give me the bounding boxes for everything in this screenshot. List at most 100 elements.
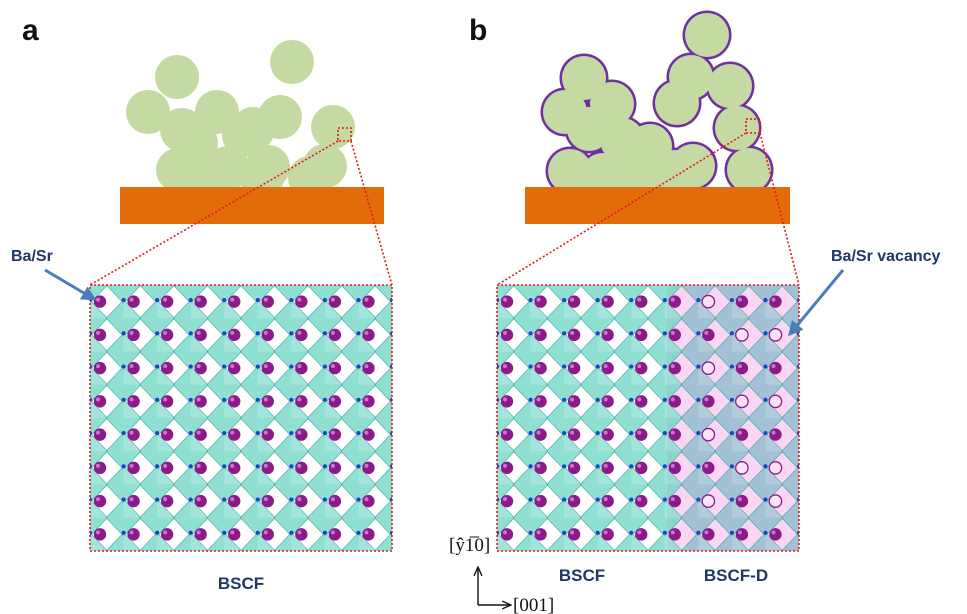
octahedron-face: [157, 432, 175, 452]
a-site-highlight: [196, 397, 201, 402]
a-site-highlight: [364, 364, 369, 369]
octahedron-face: [291, 466, 309, 485]
a-site-highlight: [230, 430, 235, 435]
oxygen-atom: [696, 430, 701, 435]
panel-b-caption-bscf-d: BSCF-D: [704, 566, 768, 585]
octahedron: [781, 465, 799, 504]
a-site-atom: [635, 461, 648, 475]
octahedron: [374, 399, 392, 437]
oxygen-atom: [289, 430, 294, 435]
octahedron-face: [257, 532, 276, 551]
a-site-atom: [668, 461, 681, 475]
particle: [727, 148, 771, 192]
a-site-atom: [362, 328, 375, 342]
oxygen-atom: [729, 397, 734, 402]
octahedron: [374, 366, 392, 404]
octahedron-face: [392, 433, 409, 451]
oxygen-atom: [222, 297, 227, 302]
octahedron-face: [597, 532, 616, 551]
a-site-highlight: [637, 530, 642, 535]
octahedron-face: [257, 399, 276, 418]
a-site-highlight: [503, 430, 507, 435]
a-site-highlight: [637, 463, 642, 468]
octahedron-face: [257, 333, 276, 352]
octahedron-face: [597, 399, 616, 418]
a-site-atom: [702, 461, 715, 475]
panel-b-caption-bscf: BSCF: [559, 566, 605, 585]
oxygen-atom: [222, 331, 227, 336]
oxygen-atom: [255, 530, 260, 535]
octahedron-face: [90, 333, 108, 352]
octahedron: [714, 532, 750, 551]
panel-b-particles: [540, 10, 774, 200]
oxygen-atom: [356, 430, 361, 435]
a-site-atom: [261, 494, 274, 508]
a-site-highlight: [196, 297, 201, 302]
oxygen-atom: [188, 497, 193, 502]
octahedron-face: [564, 499, 582, 518]
octahedron-face: [224, 267, 241, 285]
octahedron-face: [597, 466, 616, 485]
octahedron: [497, 299, 515, 337]
a-site-highlight: [263, 497, 268, 502]
a-site-highlight: [297, 463, 302, 468]
oxygen-atom: [595, 430, 600, 435]
octahedron-face: [597, 333, 616, 352]
a-site-atom: [160, 528, 174, 541]
a-site-highlight: [129, 297, 134, 302]
oxygen-atom: [528, 397, 533, 402]
a-site-highlight: [330, 297, 335, 302]
oxygen-atom: [189, 265, 193, 269]
panel-b-zoom-lines: [496, 118, 800, 286]
octahedron-face: [257, 366, 276, 385]
octahedron: [497, 499, 515, 537]
oxygen-atom: [629, 364, 634, 369]
oxygen-atom: [763, 364, 768, 369]
oxygen-atom: [696, 297, 701, 302]
octahedron-face: [224, 499, 242, 518]
oxygen-atom: [696, 497, 701, 502]
a-site-atom: [261, 328, 274, 342]
a-site-atom: [668, 494, 681, 508]
oxygen-atom: [356, 397, 361, 402]
octahedron-face: [392, 400, 409, 418]
a-site-highlight: [737, 430, 742, 435]
a-site-atom: [702, 328, 715, 342]
oxygen-atom: [629, 530, 634, 535]
octahedron-face: [291, 499, 309, 518]
oxygen-atom: [188, 430, 193, 435]
octahedron-face: [799, 499, 816, 517]
octahedron-face: [123, 432, 142, 452]
a-site-highlight: [737, 497, 742, 502]
octahedron: [747, 532, 784, 551]
a-site-highlight: [263, 297, 268, 302]
octahedron-face: [358, 366, 376, 385]
octahedron-face: [597, 499, 616, 518]
octahedron-face: [631, 499, 649, 518]
a-site-atom: [93, 494, 107, 508]
octahedron-face: [698, 299, 716, 319]
a-site-highlight: [637, 330, 642, 335]
a-site-atom: [194, 428, 207, 441]
octahedron-face: [291, 299, 309, 319]
octahedron-face: [665, 267, 682, 285]
octahedron-face: [497, 399, 515, 418]
octahedron-face: [799, 300, 816, 318]
octahedron-face: [291, 532, 309, 551]
particle: [258, 95, 302, 139]
oxygen-atom: [662, 331, 667, 336]
octahedron-face: [90, 366, 108, 385]
a-site-highlight: [263, 530, 268, 535]
octahedron-face: [597, 432, 616, 452]
a-site-atom: [500, 361, 514, 375]
octahedron: [90, 499, 108, 537]
octahedron-face: [799, 433, 816, 451]
a-site-highlight: [163, 430, 168, 435]
octahedron-face: [324, 299, 343, 319]
a-site-highlight: [230, 364, 235, 369]
a-site-atom: [500, 461, 514, 475]
octahedron-face: [564, 432, 582, 452]
a-site-highlight: [771, 297, 776, 302]
oxygen-atom: [528, 430, 533, 435]
